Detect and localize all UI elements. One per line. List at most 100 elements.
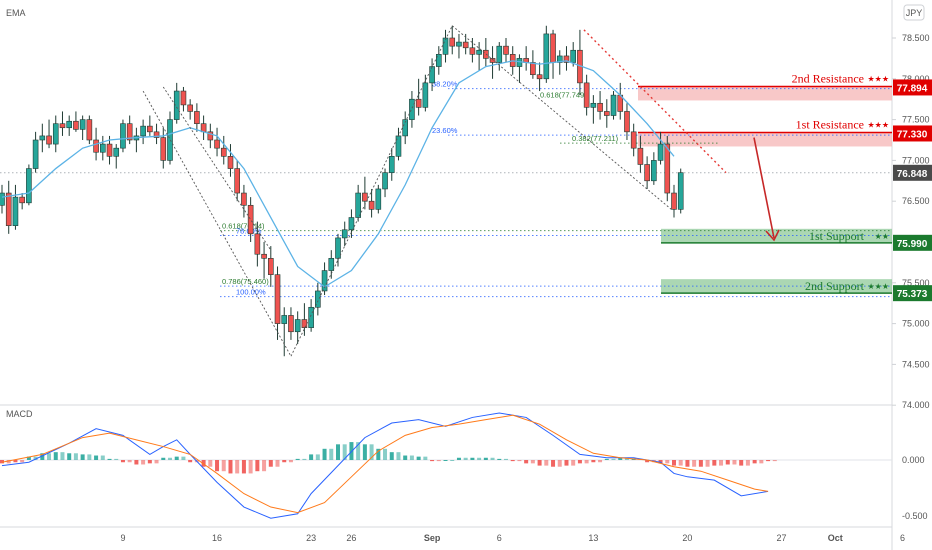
macd-histogram-bar [443,460,448,461]
macd-histogram-bar [416,456,421,460]
candle-body [0,192,5,206]
level-price-label: 77.894 [897,83,928,94]
macd-histogram-bar [53,452,58,460]
candle-layer [0,25,684,357]
macd-histogram-bar [456,457,461,460]
macd-histogram-bar [483,457,488,460]
candle-body [220,147,227,157]
time-tick-label: 20 [682,533,692,543]
macd-histogram-bar [288,460,293,463]
last-price-label: 76.848 [897,169,928,180]
macd-histogram-bar [329,448,334,460]
macd-histogram-bar [94,455,99,460]
candle-body [496,45,503,63]
candle-body [664,143,671,194]
candle-body [375,188,382,210]
fib-label: 0.618(77.749) [540,90,587,99]
candle [341,221,348,247]
macd-histogram-bar [208,460,213,467]
candle-body [247,204,254,235]
macd-histogram-bar [598,460,603,463]
candle [409,91,415,128]
candle-body [536,74,543,80]
candle-body [214,139,220,149]
price-tick-label: 74.000 [902,400,930,410]
macd-histogram-bar [618,457,623,460]
price-label-layer: 77.894 77.330 75.990 75.373 76.848 [893,79,932,302]
time-tick-label: Sep [424,533,441,543]
macd-histogram-bar [215,460,220,472]
candle-body [79,119,86,130]
macd-histogram-bar [282,460,287,463]
candle [247,197,254,242]
macd-histogram-bar [80,454,85,460]
macd-histogram-bar [241,460,246,474]
macd-histogram-bar [759,460,764,464]
time-tick-label: 16 [212,533,222,543]
candle [651,152,657,185]
macd-histogram-bar [20,460,25,463]
macd-histogram-bar [107,458,112,460]
macd-histogram-bar [719,460,724,466]
candle-body [281,315,288,324]
macd-histogram-bar [73,453,78,460]
candle [86,115,93,145]
candle-body [543,33,550,80]
macd-histogram-bar [383,448,388,460]
candle-body [5,192,12,226]
candle [167,111,173,165]
macd-histogram-bar [309,454,314,460]
pattern-line [162,86,272,251]
candle [153,123,160,145]
macd-histogram-bar [356,442,361,460]
macd-histogram-bar [510,460,515,462]
macd-histogram-bar [477,457,482,460]
candle-body [19,196,25,204]
macd-histogram-bar [403,455,408,460]
level-price-badge [893,125,932,142]
candle-body [147,125,153,133]
candle [12,184,19,230]
candle-body [469,47,476,55]
candle-body [637,147,644,165]
macd-histogram-bar [524,460,529,464]
candle [442,29,449,63]
candle-body [86,119,93,141]
candle-body [200,123,207,133]
macd-histogram-bar [409,455,414,460]
candle-body [52,123,59,145]
candle [214,127,220,157]
candle-body [187,104,193,112]
macd-histogram-bar [611,458,616,460]
candle-body [234,168,240,194]
candle-body [489,58,496,63]
macd-histogram-bar [322,448,327,460]
candle-body [227,156,234,169]
candle [126,115,133,145]
price-tick-label: 78.000 [902,74,930,84]
candle [402,111,409,145]
price-tick-label: 77.500 [902,115,930,125]
macd-histogram-bar [665,460,670,464]
time-tick-label: 6 [900,533,905,543]
candle [637,135,644,173]
candle [355,184,361,222]
candle-body [590,102,597,108]
projection-arrow-head [765,229,780,242]
currency-badge[interactable]: JPY [903,4,925,21]
downtrend-line [583,29,727,174]
candle [388,148,395,181]
level-label-layer: 2nd Resistance ★★★1st Resistance ★★★1st Su… [792,71,889,293]
projection-arrow [753,137,775,239]
macd-histogram-bar [430,460,435,462]
macd-histogram-bar [685,460,690,467]
candle [624,103,630,140]
candle [52,115,59,153]
level-zone-1 [638,86,892,101]
candle-body [59,123,66,129]
time-tick-label: 26 [346,533,356,543]
candle-body [294,319,301,333]
macd-histogram-bar [470,457,475,460]
macd-histogram-bar [745,460,750,466]
